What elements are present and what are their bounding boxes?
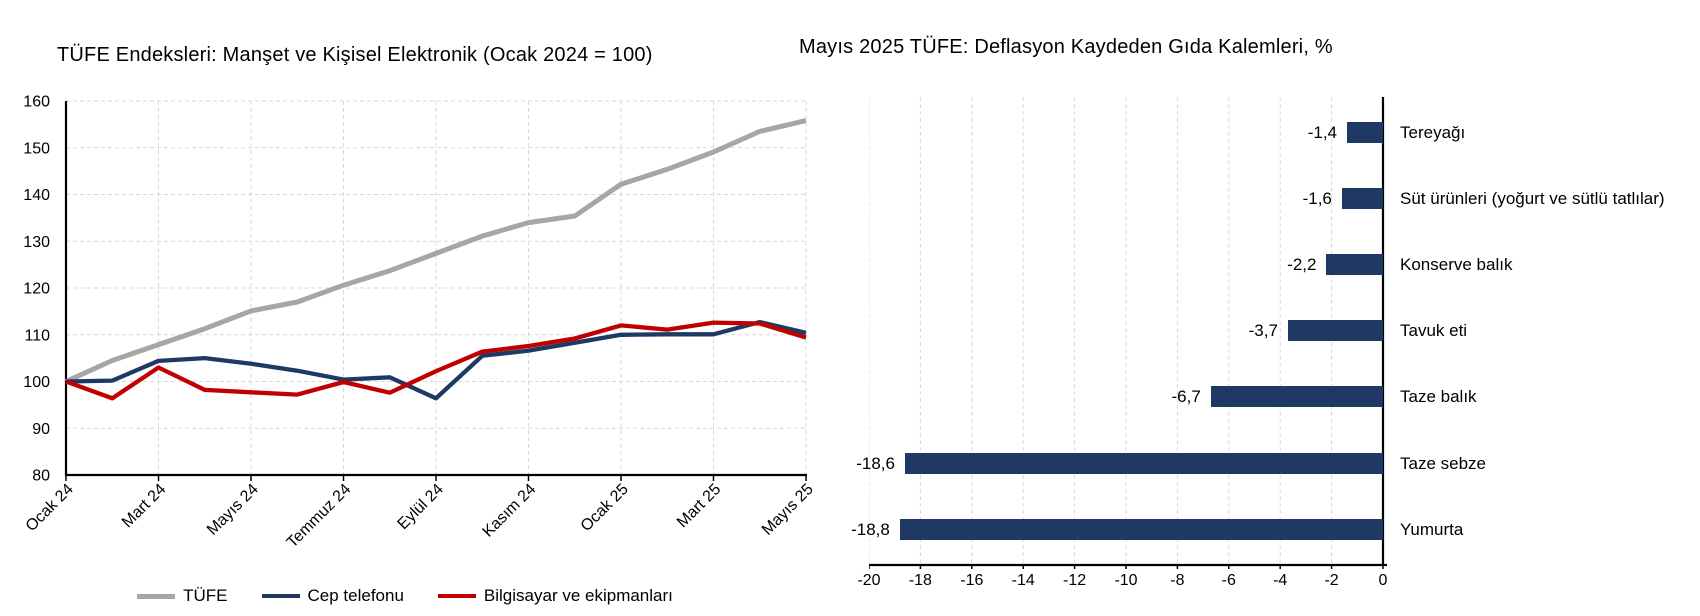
legend-item-bilgisayar: Bilgisayar ve ekipmanları: [437, 586, 673, 606]
y-axis-tick-label: 120: [23, 281, 50, 298]
y-axis-tick-label: 140: [23, 187, 50, 204]
y-axis-tick-label: 110: [24, 327, 50, 344]
bar-category-label: Tavuk eti: [1400, 321, 1468, 341]
x-axis-tick-label: -14: [1011, 572, 1035, 589]
x-axis-tick-label: -18: [908, 572, 932, 589]
x-axis-tick-label: Mayıs 24: [204, 481, 262, 539]
series-line-0: [64, 118, 807, 384]
tufe-line-swatch-icon: [137, 593, 176, 599]
bar-category-label: Süt ürünleri (yoğurt ve sütlü tatlılar): [1400, 188, 1665, 208]
x-axis-tick-label: Kasım 24: [480, 481, 540, 541]
y-axis-tick-label: 100: [23, 374, 50, 391]
x-axis-tick-label: Ocak 25: [578, 481, 632, 535]
series-line-1: [65, 319, 807, 401]
bar-category-label: Taze balık: [1400, 387, 1477, 407]
bilgisayar-line-swatch-icon: [437, 594, 476, 598]
cep-telefonu-line-swatch-icon: [261, 594, 300, 598]
bar-category-label: Tereyağı: [1400, 122, 1466, 142]
y-axis-tick-label: 80: [32, 468, 50, 485]
x-axis-tick-label: -4: [1273, 572, 1288, 589]
legend-item-cep-telefonu: Cep telefonu: [261, 586, 404, 606]
x-axis-tick-label: -12: [1063, 572, 1087, 589]
y-axis-tick-label: 90: [32, 421, 50, 438]
x-axis-tick-label: Mart 24: [119, 481, 169, 531]
y-axis-tick-label: 150: [23, 140, 50, 157]
line-chart-plot: 80 90 100 110 120 130 140 150 160 Ocak 24 Mart 24 M…: [23, 94, 817, 552]
legend-label-bilgisayar: Bilgisayar ve ekipmanları: [483, 586, 673, 605]
x-axis-tick-label: Temmuz 24: [284, 481, 355, 552]
legend-label-tufe: TÜFE: [183, 586, 228, 605]
legend-item-tufe: TÜFE: [137, 586, 228, 606]
bar-category-label: Yumurta: [1400, 519, 1464, 539]
x-axis-tick-label: -6: [1221, 572, 1236, 589]
line-chart-legend: TÜFE Cep telefonu Bilgisayar ve ekipmanl…: [0, 586, 810, 606]
bar-chart-title: Mayıs 2025 TÜFE: Deflasyon Kaydeden Gıda…: [799, 36, 1333, 58]
bar-category-label: Taze sebze: [1400, 453, 1486, 473]
legend-label-cep-telefonu: Cep telefonu: [307, 586, 404, 605]
x-axis-tick-label: -16: [960, 572, 984, 589]
x-axis-tick-label: -10: [1114, 572, 1138, 589]
x-axis-tick-label: Mart 25: [674, 481, 724, 531]
x-axis-tick-label: Mayıs 25: [759, 481, 817, 539]
x-axis-tick-label: -20: [857, 572, 881, 589]
x-axis-tick-label: Eylül 24: [395, 481, 447, 533]
x-axis-tick-label: 0: [1378, 572, 1388, 589]
series-line-2: [65, 320, 807, 401]
bar-category-label: Konserve balık: [1400, 254, 1513, 274]
x-axis-tick-label: Ocak 24: [23, 481, 77, 535]
y-axis-tick-label: 160: [23, 94, 50, 111]
bar-chart-x-axis-labels: -20 -18 -16 -14 -12 -10 -8 -6 -4 -2 0: [857, 572, 1469, 594]
x-axis-tick-label: -8: [1170, 572, 1185, 589]
bar-chart-plot: [869, 97, 1387, 569]
y-axis-tick-label: 130: [23, 234, 50, 251]
line-chart-title: TÜFE Endeksleri: Manşet ve Kişisel Elekt…: [57, 44, 653, 66]
x-axis-tick-label: -2: [1324, 572, 1339, 589]
